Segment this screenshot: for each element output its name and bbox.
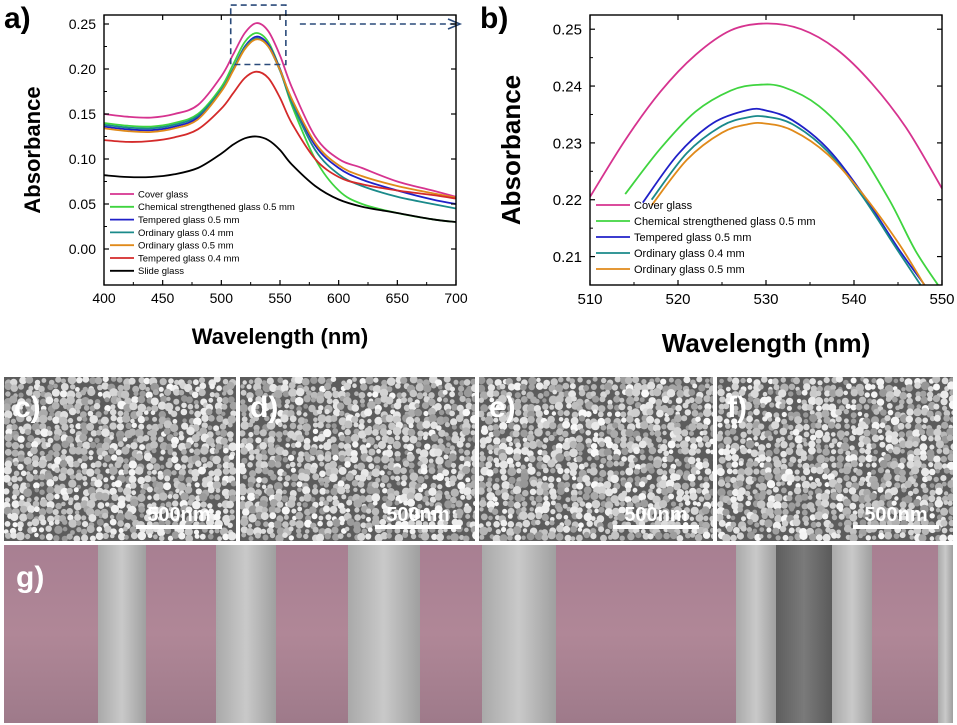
scale-bar-text: 500nm (624, 504, 688, 526)
legend-entry: Tempered glass 0.4 mm (138, 253, 239, 264)
sem-label-f: f) (727, 391, 747, 424)
x-tick-label: 500 (210, 290, 234, 306)
series-line-tempered05 (642, 107, 926, 285)
scale-bar-e: 500nm (613, 505, 699, 529)
panel-label-g: g) (16, 561, 45, 594)
scale-bar-c: 500nm (136, 505, 222, 529)
series-line-chemical (104, 32, 456, 223)
panel-label-b: b) (480, 2, 509, 35)
legend-entry: Ordinary glass 0.5 mm (138, 241, 234, 252)
y-axis-label: Absorbance (496, 75, 526, 225)
scale-bar-text: 500nm (386, 504, 450, 526)
sem-label-d: d) (250, 391, 279, 424)
x-axis-label: Wavelength (nm) (192, 324, 368, 349)
x-tick-label: 540 (841, 291, 866, 308)
x-tick-label: 550 (929, 291, 954, 308)
scale-bar-text: 500nm (864, 504, 928, 526)
sem-image-f: f) 500nm (717, 377, 953, 541)
legend-entry: Slide glass (138, 266, 184, 277)
zoom-box (229, 4, 287, 66)
y-tick-label: 0.25 (553, 22, 582, 39)
legend-entry: Chemical strengthened glass 0.5 mm (138, 202, 295, 213)
sem-label-c: c) (14, 391, 41, 424)
y-tick-label: 0.22 (553, 192, 582, 209)
y-tick-label: 0.10 (69, 151, 96, 167)
x-tick-label: 600 (327, 290, 351, 306)
legend-entry: Tempered glass 0.5 mm (138, 215, 239, 226)
y-tick-label: 0.25 (69, 16, 96, 32)
sem-image-d: d) 500nm (240, 377, 475, 541)
x-tick-label: 650 (386, 290, 410, 306)
sem-image-c: c) 500nm (4, 377, 236, 541)
x-tick-label: 530 (753, 291, 778, 308)
legend-entry: Cover glass (138, 189, 188, 200)
y-tick-label: 0.23 (553, 135, 582, 152)
absorbance-chart-b: 510 520 530 540 550 0.21 0.22 0.23 0.24 0.25 Wavel… (496, 14, 955, 358)
zoom-arrow-head (447, 18, 463, 30)
legend-entry: Ordinary glass 0.5 mm (634, 264, 745, 276)
x-tick-label: 450 (151, 290, 175, 306)
y-tick-label: 0.20 (69, 61, 96, 77)
scale-bar-text: 500nm (147, 504, 211, 526)
y-tick-label: 0.21 (553, 249, 582, 266)
legend-entry: Chemical strengthened glass 0.5 mm (634, 216, 816, 228)
absorbance-chart-a: 400 450 500 550 600 650 700 0.00 0.05 0.10 0.15 0.2… (20, 4, 468, 349)
x-tick-label: 400 (92, 290, 116, 306)
x-tick-label: 700 (444, 290, 468, 306)
x-axis-label: Wavelength (nm) (662, 328, 870, 358)
legend-entry: Ordinary glass 0.4 mm (138, 228, 234, 239)
sem-image-e: e) 500nm (479, 377, 713, 541)
x-tick-label: 550 (268, 290, 292, 306)
legend-entry: Cover glass (634, 200, 693, 212)
y-axis-label: Absorbance (20, 86, 45, 213)
series-line-tempered05 (104, 35, 456, 205)
series-line-slide (104, 135, 456, 223)
scale-bar-f: 500nm (853, 505, 939, 529)
panel-label-a: a) (4, 2, 31, 35)
series-line-ordinary05 (104, 38, 456, 199)
series-line-tempered04 (104, 70, 456, 200)
y-tick-label: 0.05 (69, 196, 96, 212)
y-tick-label: 0.15 (69, 106, 96, 122)
series-line-cover (104, 22, 456, 198)
sem-label-e: e) (489, 391, 516, 424)
y-tick-label: 0.24 (553, 78, 582, 95)
series-line-ordinary05 (650, 121, 926, 285)
x-tick-label: 510 (577, 291, 602, 308)
glass-slides-photo: g) (4, 545, 953, 723)
scale-bar-d: 500nm (375, 505, 461, 529)
series-line-ordinary04 (650, 115, 922, 285)
series-line-chemical (624, 83, 940, 285)
legend-entry: Ordinary glass 0.4 mm (634, 248, 745, 260)
series-line-cover (590, 22, 942, 198)
x-tick-label: 520 (665, 291, 690, 308)
legend-entry: Tempered glass 0.5 mm (634, 232, 751, 244)
y-tick-label: 0.00 (69, 241, 96, 257)
plot-frame (589, 14, 943, 286)
